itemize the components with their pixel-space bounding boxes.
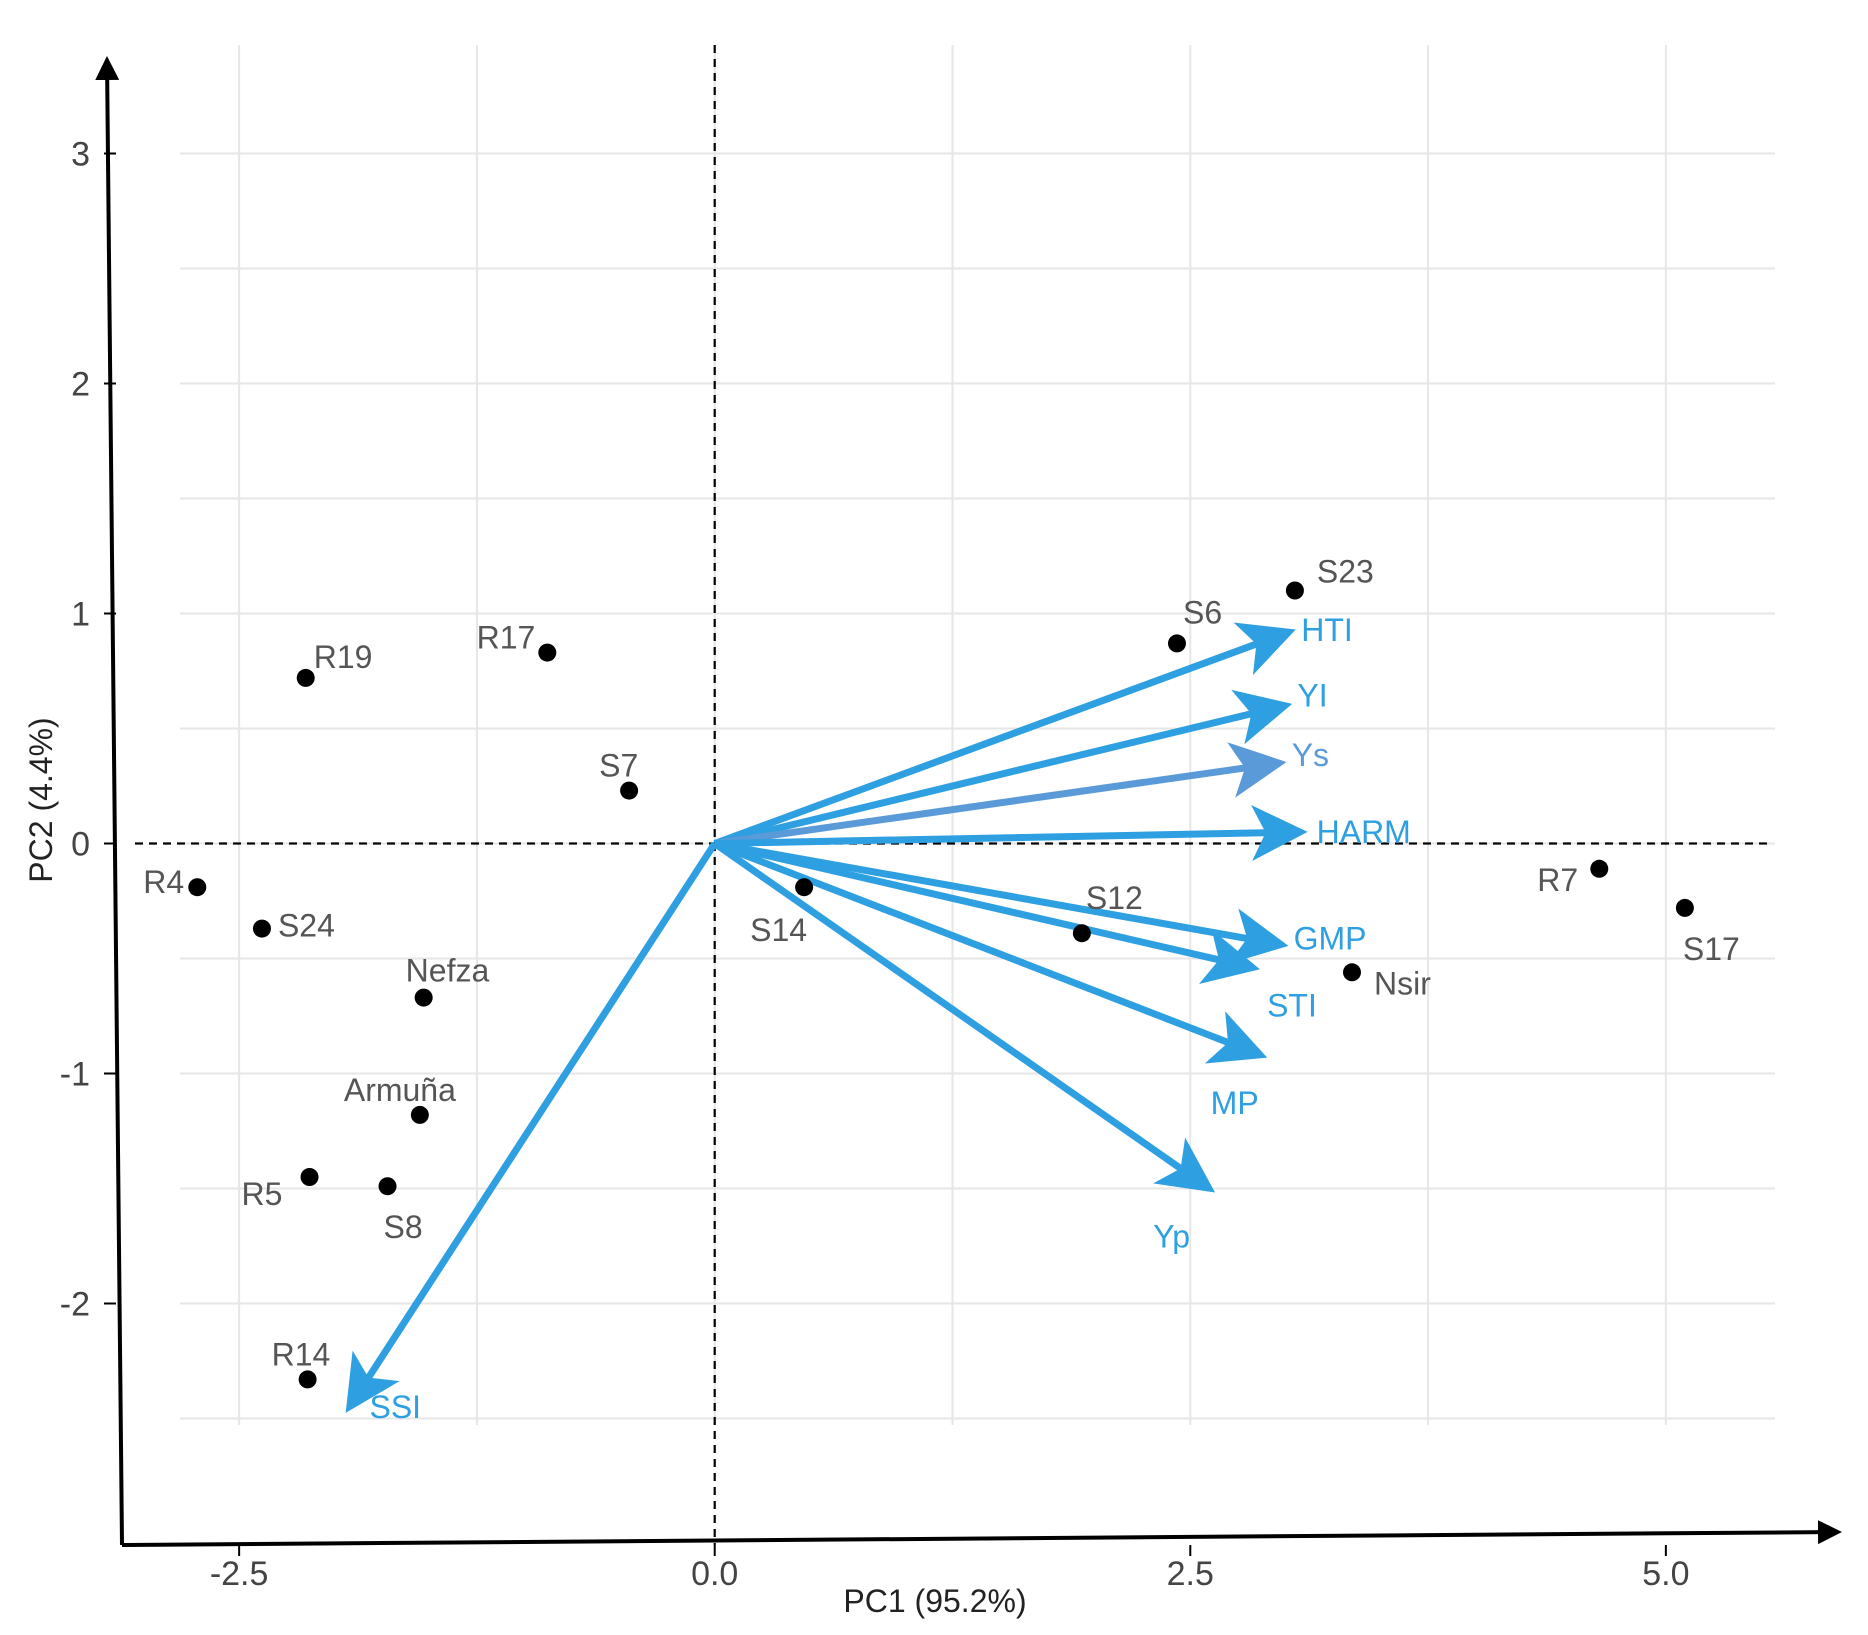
point-label-r4: R4 [143, 864, 184, 900]
genotype-points: R19 R17 S7 R4 S24 Nefza Armuña R5 S8 R14 S14 S12 S6 S… [143, 554, 1740, 1389]
point-r19 [296, 668, 315, 687]
point-label-r7: R7 [1537, 862, 1578, 898]
point-r14 [298, 1370, 317, 1389]
vector-arrow-sti [713, 840, 1260, 984]
y-axis-title: PC2 (4.4%) [23, 717, 59, 882]
zero-reference-lines [135, 45, 1770, 1545]
vector-arrow-ys [714, 742, 1287, 847]
point-r7 [1590, 859, 1609, 878]
point-label-s23: S23 [1317, 554, 1374, 590]
vector-label-mp: MP [1211, 1085, 1259, 1121]
vector-label-ssi: SSI [369, 1389, 421, 1425]
point-label-s24: S24 [278, 908, 335, 944]
y-tick-label: 0 [71, 826, 90, 864]
y-axis-line [95, 56, 124, 1546]
point-armuña [410, 1105, 429, 1124]
point-s14 [795, 878, 814, 897]
vector-label-yp: Yp [1153, 1219, 1190, 1255]
x-tick-label: -2.5 [210, 1555, 269, 1593]
point-label-s12: S12 [1086, 880, 1143, 916]
x-axis-title: PC1 (95.2%) [843, 1583, 1026, 1619]
x-tick-label: 5.0 [1642, 1555, 1689, 1593]
point-s24 [252, 919, 271, 938]
vector-arrow-gmp [714, 840, 1289, 964]
point-r17 [538, 643, 557, 662]
point-label-s6: S6 [1183, 594, 1222, 630]
y-tick-label: -2 [60, 1286, 90, 1324]
y-tick-label: -1 [60, 1056, 90, 1094]
point-label-s17: S17 [1683, 931, 1740, 967]
point-s23 [1285, 581, 1304, 600]
vector-label-harm: HARM [1317, 814, 1411, 850]
point-s8 [378, 1177, 397, 1196]
point-label-s14: S14 [750, 912, 807, 948]
point-s17 [1675, 898, 1694, 917]
point-s12 [1072, 924, 1091, 943]
x-tick-label: 0.0 [691, 1555, 738, 1593]
point-s6 [1167, 634, 1186, 653]
vector-label-sti: STI [1267, 988, 1317, 1024]
vector-label-gmp: GMP [1294, 921, 1367, 957]
x-axis-line [121, 1520, 1842, 1547]
vector-arrow-harm [714, 804, 1308, 861]
vector-arrow-yp [712, 840, 1216, 1193]
point-label-s7: S7 [599, 748, 638, 784]
axes [95, 56, 1842, 1547]
vector-label-ys: Ys [1292, 737, 1329, 773]
vector-arrow-hti [713, 622, 1296, 847]
y-tick-label: 3 [71, 136, 90, 174]
point-label-nsir: Nsir [1374, 965, 1431, 1001]
point-label-r5: R5 [242, 1176, 283, 1212]
y-tick-label: 2 [71, 366, 90, 404]
point-label-r14: R14 [272, 1336, 331, 1372]
vector-arrow-yi [713, 689, 1293, 847]
point-label-r19: R19 [314, 639, 373, 675]
vector-label-yi: YI [1297, 678, 1327, 714]
point-label-r17: R17 [477, 620, 536, 656]
x-tick-label: 2.5 [1167, 1555, 1214, 1593]
vector-label-hti: HTI [1301, 612, 1353, 648]
loading-vectors: HTI YI Ys HARM GMP STI MP Yp SSI [345, 612, 1411, 1425]
point-s7 [620, 781, 639, 800]
point-r5 [300, 1168, 319, 1186]
point-label-s8: S8 [384, 1209, 423, 1245]
vector-arrow-ssi [345, 841, 718, 1413]
point-label-armuña: Armuña [344, 1072, 456, 1108]
point-nefza [414, 988, 433, 1007]
point-nsir [1342, 963, 1361, 982]
axis-ticks: -2.5 0.0 2.5 5.0 -2 -1 0 1 2 3 [60, 136, 1690, 1594]
point-label-nefza: Nefza [406, 953, 490, 989]
point-r4 [188, 878, 207, 897]
y-tick-label: 1 [71, 596, 90, 634]
